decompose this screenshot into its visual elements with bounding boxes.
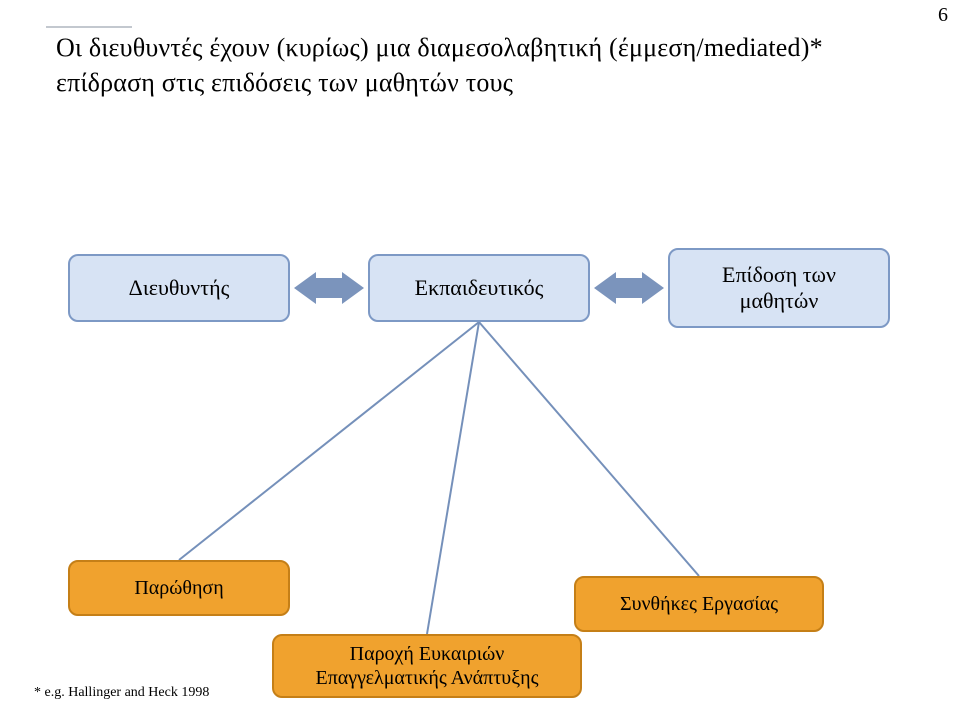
node-label: Επίδοση των μαθητών (680, 262, 878, 315)
node-teacher: Εκπαιδευτικός (368, 254, 590, 322)
edge-motivation-teacher (179, 322, 479, 560)
node-label: Εκπαιδευτικός (415, 275, 544, 301)
node-pd: Παροχή Ευκαιριών Επαγγελματικής Ανάπτυξη… (272, 634, 582, 698)
footnote: * e.g. Hallinger and Heck 1998 (34, 685, 209, 701)
node-outcome: Επίδοση των μαθητών (668, 248, 890, 328)
edge-conditions-teacher (479, 322, 699, 576)
arrow-director-teacher (294, 272, 364, 304)
node-label: Διευθυντής (129, 275, 230, 301)
arrow-teacher-outcome (594, 272, 664, 304)
node-motivation: Παρώθηση (68, 560, 290, 616)
node-label: Παροχή Ευκαιριών Επαγγελματικής Ανάπτυξη… (284, 642, 570, 690)
accent-line (46, 26, 132, 28)
page-number: 6 (938, 4, 948, 27)
edge-pd-teacher (427, 322, 479, 634)
node-director: Διευθυντής (68, 254, 290, 322)
slide: 6 Οι διευθυντές έχουν (κυρίως) μια διαμε… (0, 0, 960, 715)
slide-title: Οι διευθυντές έχουν (κυρίως) μια διαμεσο… (56, 30, 920, 100)
node-conditions: Συνθήκες Εργασίας (574, 576, 824, 632)
node-label: Παρώθηση (134, 576, 223, 600)
node-label: Συνθήκες Εργασίας (620, 592, 778, 616)
